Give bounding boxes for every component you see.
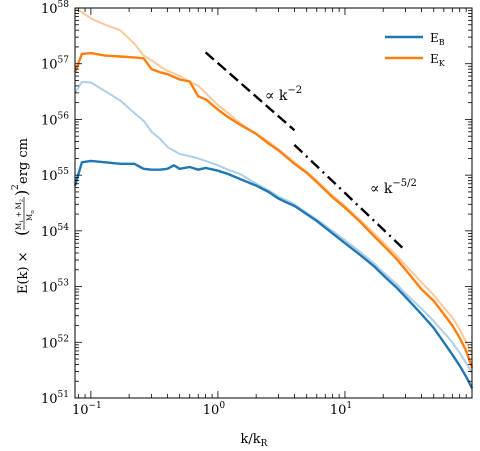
y-tick-label: 1052 [41,334,69,351]
annotation-k-minus-5-2: ∝ k−5/2 [370,178,417,197]
series-line-3 [74,8,473,356]
reference-line-0 [204,51,296,132]
legend-label-ek: EK [430,52,446,68]
series-line-0 [73,159,474,389]
annotation-k-minus-2: ∝ k−2 [265,85,302,104]
reference-line-1 [293,143,407,252]
x-tick-label: 10−1 [72,401,102,418]
svg-text:E(k) ×: E(k) × [16,251,31,294]
svg-text:2: 2 [11,184,21,190]
y-tick-label: 1053 [41,279,69,296]
x-tick-label: 101 [330,401,352,418]
svg-text:): ) [12,190,31,196]
y-tick-label: 1051 [41,390,69,407]
svg-text:M1 + M2: M1 + M2 [15,199,25,230]
y-tick-label: 1054 [41,223,69,240]
y-tick-label: 1055 [41,167,69,184]
legend: EB EK [385,31,446,68]
axis-ticks [75,7,473,399]
svg-text:erg cm: erg cm [16,138,31,184]
x-axis-label: k/kR [241,432,268,449]
y-tick-label: 1056 [41,111,69,128]
plot-frame [74,7,473,399]
series-line-2 [74,81,473,374]
x-tick-label: 100 [203,401,226,418]
legend-label-eb: EB [430,31,445,47]
plot-series [73,8,474,389]
y-axis-label: E(k) × ( M1 + M2 M⊙ ) 2 erg cm [11,138,36,294]
svg-text:M⊙: M⊙ [26,210,36,221]
tick-labels: 10−1 100 101 1051 1052 1053 1054 1055 1056 1057 10… [41,0,352,418]
reference-lines [204,51,407,252]
y-tick-label: 1058 [41,0,69,17]
y-tick-label: 1057 [41,56,69,73]
series-line-1 [73,51,474,369]
svg-text:(: ( [12,230,31,236]
